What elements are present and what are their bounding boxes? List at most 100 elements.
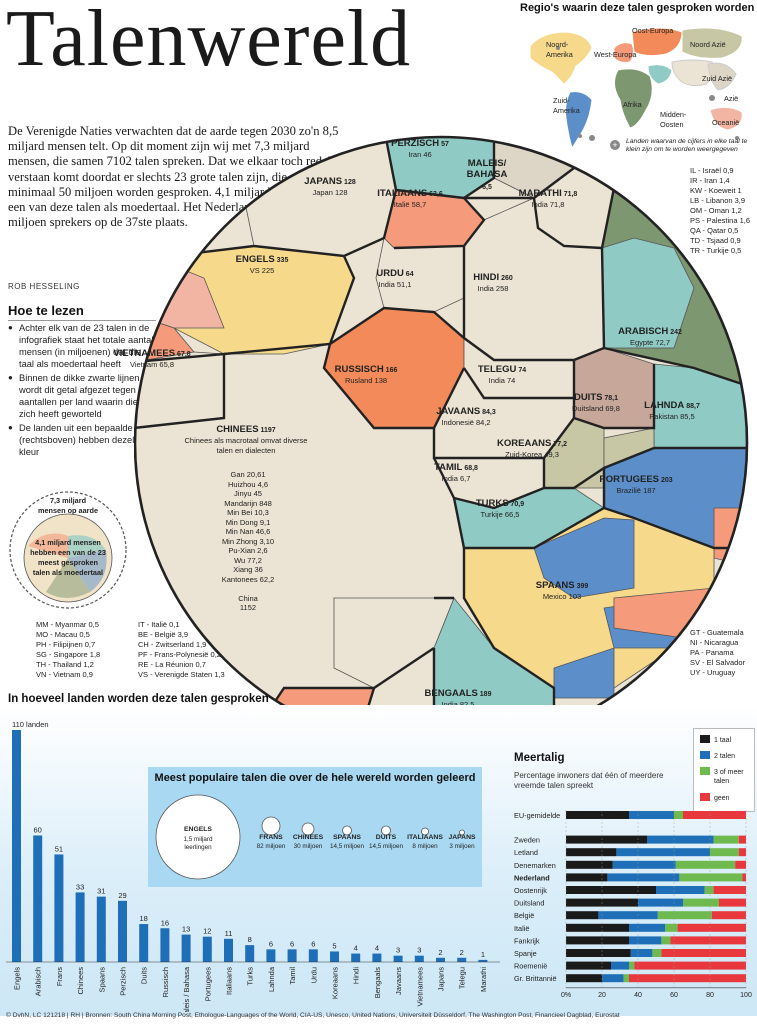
legend-label: 2 talen xyxy=(714,753,735,760)
cell-sub-label: Mandarijn 848 xyxy=(224,498,272,508)
abbr-item: TH - Thailand 1,2 xyxy=(36,660,94,669)
abbr-item: IL - Israël 0,9 xyxy=(690,166,734,175)
stacked-segment xyxy=(683,811,746,819)
cell-sub-label: Mexico 103 xyxy=(542,592,582,601)
stacked-segment xyxy=(602,974,624,983)
stacked-segment xyxy=(652,949,662,957)
bar-value-label: 3 xyxy=(396,946,400,955)
stacked-segment xyxy=(616,848,710,857)
abbr-item: SV - El Salvador xyxy=(690,658,746,667)
abbr-item: BE - België 3,9 xyxy=(138,630,189,639)
bar xyxy=(330,951,339,962)
abbr-list-left-1: MM - Myanmar 0,5 MO - Macau 0,5 PH - Filip… xyxy=(36,620,136,680)
howto-item: De landen uit een bepaalde regio (rechts… xyxy=(8,422,158,458)
bar-category-label: Japans xyxy=(437,967,446,991)
stacked-segment xyxy=(629,923,665,932)
region-label-zuid-amerika: Zuid-Amerika xyxy=(553,96,580,115)
stacked-category-label: EU-gemidelde xyxy=(514,811,560,820)
stacked-segment xyxy=(598,911,658,920)
language-name: RUSSISCH xyxy=(334,364,384,375)
popular-name: SPAANS xyxy=(333,834,361,841)
cell-sub-label: India 258 xyxy=(477,284,509,293)
mini-population-circle xyxy=(9,491,127,609)
bar-category-label: Perzisch xyxy=(119,967,128,996)
footer-credits: © DvhN, LC 121218 | RH | Bronnen: South … xyxy=(6,1012,620,1019)
bar-category-label: Bengaals xyxy=(373,967,382,999)
language-name: BENGAALS xyxy=(424,688,478,699)
bar-value-label: 2 xyxy=(460,948,464,957)
x-tick-label: 80 xyxy=(706,992,714,999)
x-tick-label: 40 xyxy=(634,992,642,999)
abbr-item: VS - Verenigde Staten 1,3 xyxy=(138,670,225,679)
x-tick-label: 60 xyxy=(670,992,678,999)
language-cell-maleis: MALEIS/ BAHASA 6,5 xyxy=(464,158,510,193)
stacked-segment xyxy=(630,949,653,957)
bar-value-label: 60 xyxy=(34,825,42,834)
language-cell-turks: TURKS 70,9 Turkije 66,5 xyxy=(470,498,530,520)
language-cell-portugees: PORTUGEES 203 Brazilië 187 xyxy=(591,474,681,496)
language-speakers: 128 xyxy=(342,179,356,186)
stacked-segment xyxy=(566,811,629,819)
bar-category-label: Urdu xyxy=(309,967,318,983)
bar-category-label: Turks xyxy=(246,967,255,986)
bar-value-label: 6 xyxy=(290,939,294,948)
cell-sub-label: Jinyu 45 xyxy=(234,489,262,498)
bar-value-label: 31 xyxy=(97,887,105,896)
bar xyxy=(118,900,127,962)
bar xyxy=(266,949,276,962)
stacked-segment xyxy=(710,848,739,857)
multilingual-title: Meertalig xyxy=(514,752,565,764)
cell-sub-label: Pu-Xian 2,6 xyxy=(228,546,268,555)
bar xyxy=(457,957,467,962)
stacked-segment xyxy=(735,860,746,869)
bar xyxy=(478,959,488,962)
region-label-west-europa: West-Europa xyxy=(594,50,637,59)
abbr-item: VN - Vietnam 0,9 xyxy=(36,670,93,679)
language-cell-italiaans: ITALIAANS 63,6 Italië 58,7 xyxy=(375,188,445,210)
language-name: URDU xyxy=(376,268,404,279)
cell-sub-label: Rusland 138 xyxy=(344,376,388,385)
region-label-zuid-azie: Zuid Azië xyxy=(702,74,733,83)
abbr-item: PA - Panama xyxy=(690,648,734,657)
bar-category-label: Chinees xyxy=(76,967,85,995)
abbr-item: PS - Palestina 1,6 xyxy=(690,216,751,225)
x-tick-label: 20 xyxy=(598,992,606,999)
language-speakers: 67,8 xyxy=(175,351,191,358)
cell-sub-label: Duitsland 69,8 xyxy=(572,404,620,413)
language-cell-chinees-list: Gan 20,61 Huizhou 4,6 Jinyu 45 Mandarijn 84… xyxy=(198,470,298,613)
language-speakers: 57 xyxy=(439,141,449,148)
multilingual-legend: 1 taal 2 talen 3 of meer talen geen xyxy=(693,728,755,812)
language-speakers: 242 xyxy=(668,329,682,336)
stacked-segment xyxy=(566,873,608,882)
popular-bubble xyxy=(381,825,391,836)
region-label-noord-azie: Noord Azië xyxy=(690,40,726,49)
language-cell-bengaals: BENGAALS 189 India 82,5 xyxy=(423,688,493,710)
popular-value: 14,5 miljoen xyxy=(330,843,364,850)
stacked-category-label: Italië xyxy=(514,924,529,933)
bar-value-label: 6 xyxy=(269,939,273,948)
language-name: HINDI xyxy=(473,272,500,283)
language-cell-tamil: TAMIL 68,8 India 6,7 xyxy=(426,462,486,484)
cell-sub-label: China xyxy=(238,593,258,603)
stacked-category-label: Nederland xyxy=(514,873,550,882)
stacked-segment xyxy=(566,936,629,945)
stacked-segment xyxy=(566,860,613,869)
abbr-item: KW - Koeweit 1 xyxy=(690,186,742,195)
bar-category-label: Arabisch xyxy=(34,967,43,996)
cell-sub-label: VS 225 xyxy=(249,266,275,275)
stacked-segment xyxy=(657,911,712,920)
svg-text:+: + xyxy=(612,140,617,150)
x-tick-label: 100 xyxy=(740,992,752,999)
language-cell-engels: ENGELS 335 VS 225 xyxy=(222,254,302,276)
x-tick-label: 0% xyxy=(561,992,571,999)
bar xyxy=(436,957,445,962)
stacked-category-label: Letland xyxy=(514,848,538,857)
popular-title: Meest populaire talen die over de hele w… xyxy=(154,772,476,784)
popular-value: 1,5 miljard xyxy=(183,836,213,843)
bar xyxy=(54,854,64,962)
language-cell-vietnamees: VIETNAMEES 67,8 Vietnam 65,8 xyxy=(112,348,192,370)
bar-value-label: 51 xyxy=(55,844,63,853)
bar-category-label: Javaans xyxy=(394,967,403,995)
language-name: DUITS xyxy=(573,392,603,403)
language-speakers: 1197 xyxy=(258,427,276,434)
